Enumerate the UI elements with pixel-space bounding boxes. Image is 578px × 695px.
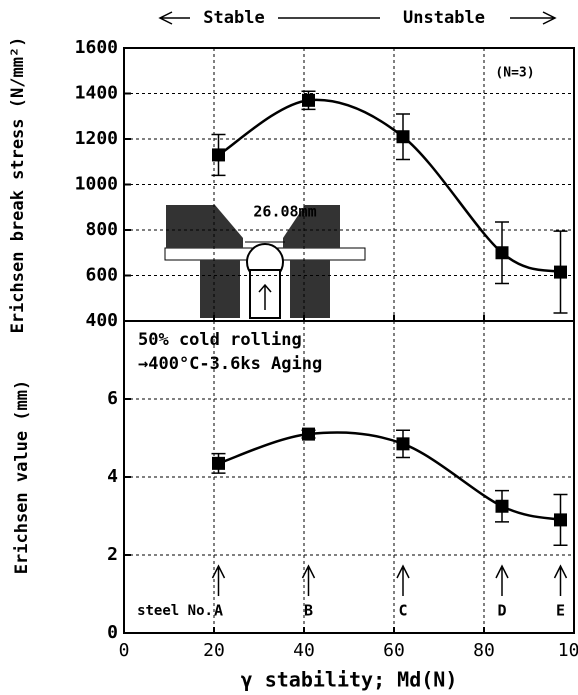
y-tick-label: 400 (85, 310, 118, 331)
marker (554, 265, 567, 279)
steel-label: steel No. (137, 603, 213, 619)
steel-arrow (495, 564, 509, 596)
annotation-line2: →400°C-3.6ks Aging (138, 354, 322, 374)
x-tick-label: 100 (558, 640, 578, 661)
header-arrows (158, 11, 557, 25)
x-tick-label: 20 (203, 640, 225, 661)
steel-arrow (396, 564, 410, 596)
marker (302, 93, 315, 107)
series-line (218, 431, 561, 522)
y-axis-label: Erichsen break stress (N/mm²) (8, 37, 28, 334)
y-tick-label: 6 (107, 388, 118, 409)
marker (212, 148, 225, 162)
steel-id: E (556, 602, 565, 620)
x-tick-label: 80 (473, 640, 495, 661)
marker (396, 437, 410, 451)
plot-frame (123, 320, 575, 634)
y-tick-label: 4 (107, 466, 118, 487)
steel-id: B (304, 602, 313, 620)
y-tick-label: 1400 (75, 83, 118, 104)
die-diagram (164, 205, 366, 319)
steel-id: A (214, 602, 223, 620)
stable-label: Stable (203, 8, 264, 28)
steel-arrow (553, 564, 568, 596)
y-axis-label: Erichsen value (mm) (12, 380, 32, 574)
marker (212, 456, 225, 470)
y-tick-label: 1200 (75, 128, 118, 149)
x-tick-label: 0 (119, 640, 130, 661)
marker (495, 499, 509, 513)
x-tick-label: 60 (383, 640, 405, 661)
y-tick-label: 1600 (75, 37, 118, 58)
y-tick-label: 0 (107, 622, 118, 643)
steel-arrow (301, 564, 316, 596)
y-tick-label: 600 (85, 265, 118, 286)
steel-id: C (398, 602, 407, 620)
x-tick-label: 40 (293, 640, 315, 661)
n-annotation: (N=3) (495, 66, 534, 81)
marker (302, 427, 315, 441)
y-tick-label: 1000 (75, 174, 118, 195)
marker (554, 513, 567, 527)
steel-arrow (211, 564, 226, 596)
x-axis-label: γ stability; Md(N) (241, 668, 458, 692)
y-tick-label: 800 (85, 219, 118, 240)
steel-id: D (497, 602, 506, 620)
unstable-label: Unstable (403, 8, 485, 28)
annotation-line1: 50% cold rolling (138, 330, 302, 350)
inset-label: 26.08mm (253, 203, 316, 221)
marker (495, 246, 509, 260)
marker (396, 130, 410, 144)
y-tick-label: 2 (107, 544, 118, 565)
